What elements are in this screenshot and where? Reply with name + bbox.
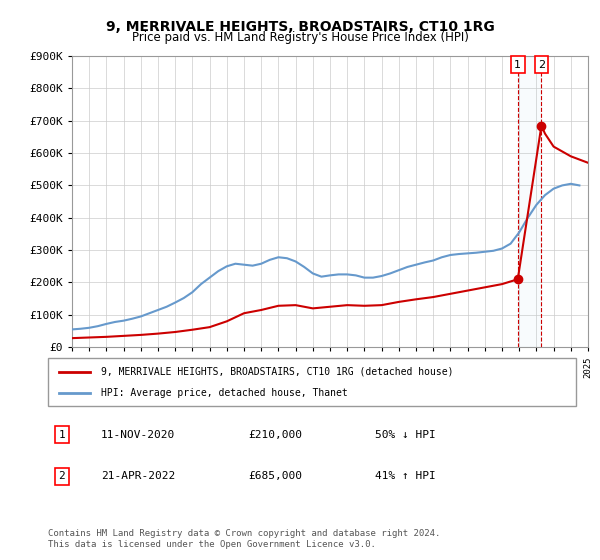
Text: 11-NOV-2020: 11-NOV-2020	[101, 430, 175, 440]
Text: Price paid vs. HM Land Registry's House Price Index (HPI): Price paid vs. HM Land Registry's House …	[131, 31, 469, 44]
Text: 2: 2	[59, 472, 65, 481]
Text: 9, MERRIVALE HEIGHTS, BROADSTAIRS, CT10 1RG (detached house): 9, MERRIVALE HEIGHTS, BROADSTAIRS, CT10 …	[101, 367, 454, 377]
Text: 41% ↑ HPI: 41% ↑ HPI	[376, 472, 436, 481]
FancyBboxPatch shape	[48, 358, 576, 406]
Text: 9, MERRIVALE HEIGHTS, BROADSTAIRS, CT10 1RG: 9, MERRIVALE HEIGHTS, BROADSTAIRS, CT10 …	[106, 20, 494, 34]
Text: 21-APR-2022: 21-APR-2022	[101, 472, 175, 481]
Text: 1: 1	[59, 430, 65, 440]
Text: 50% ↓ HPI: 50% ↓ HPI	[376, 430, 436, 440]
Bar	[518, 56, 541, 347]
Text: Contains HM Land Registry data © Crown copyright and database right 2024.
This d: Contains HM Land Registry data © Crown c…	[48, 529, 440, 549]
Text: £210,000: £210,000	[248, 430, 302, 440]
Text: 1: 1	[514, 60, 521, 70]
Text: £685,000: £685,000	[248, 472, 302, 481]
Text: 2: 2	[538, 60, 545, 70]
Text: HPI: Average price, detached house, Thanet: HPI: Average price, detached house, Than…	[101, 388, 347, 398]
